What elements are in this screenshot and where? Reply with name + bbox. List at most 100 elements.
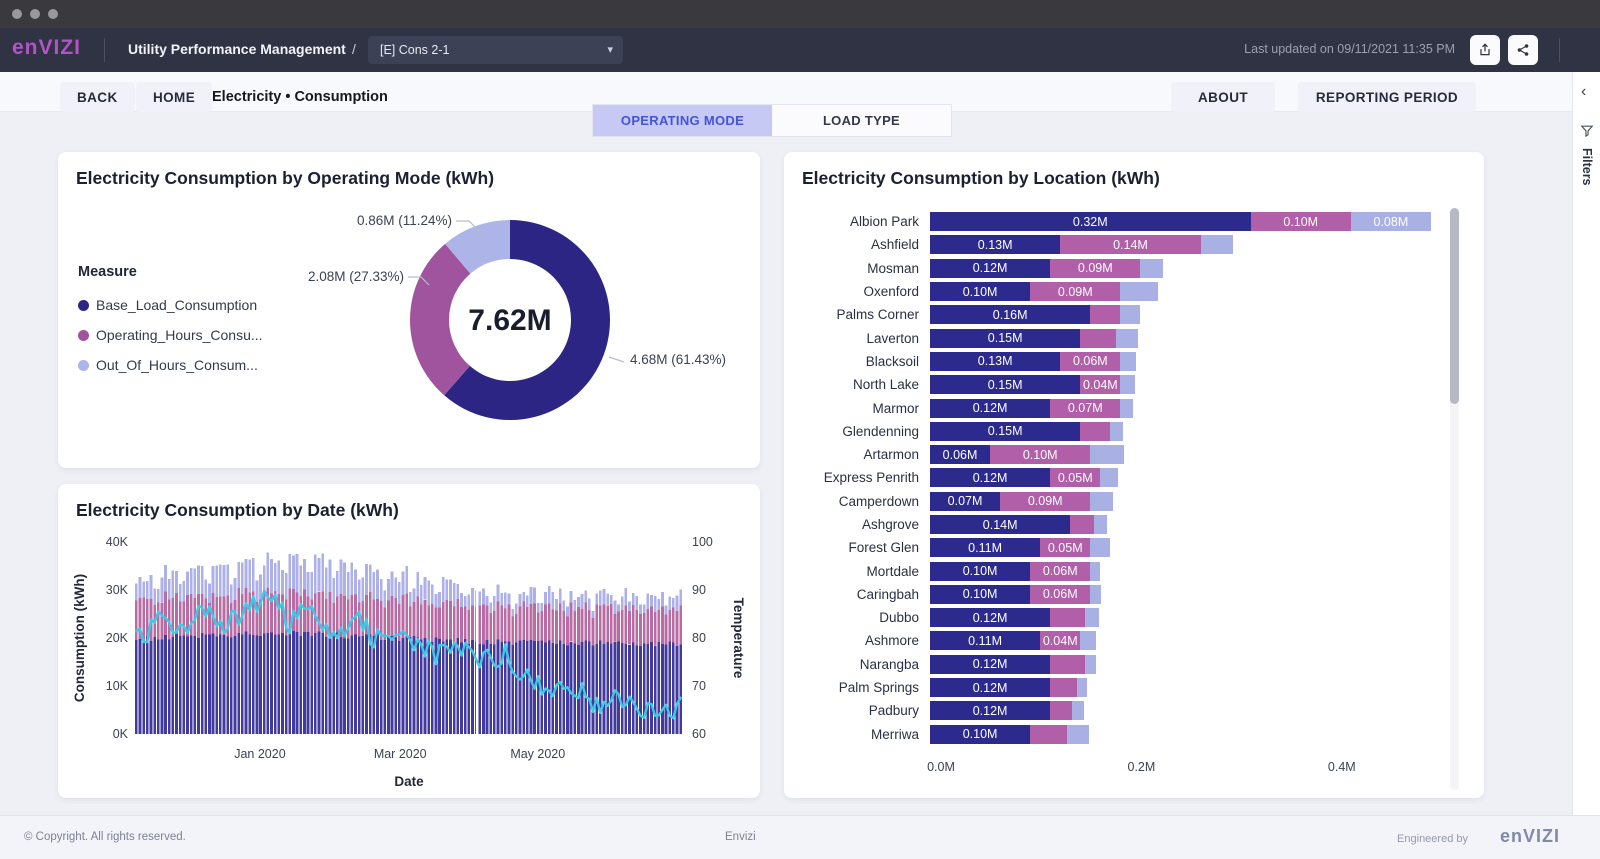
date-bar-base[interactable] bbox=[226, 636, 229, 734]
tab-operating-mode[interactable]: OPERATING MODE bbox=[593, 105, 772, 136]
date-bar-operating[interactable] bbox=[679, 605, 682, 645]
date-bar-out-of-hours[interactable] bbox=[514, 603, 518, 614]
date-bar-base[interactable] bbox=[361, 636, 365, 734]
date-bar-base[interactable] bbox=[284, 635, 288, 734]
bar-segment[interactable] bbox=[1100, 468, 1119, 488]
date-bar-operating[interactable] bbox=[558, 603, 562, 641]
date-bar-operating[interactable] bbox=[335, 596, 339, 633]
date-bar-base[interactable] bbox=[270, 632, 273, 735]
date-bar-out-of-hours[interactable] bbox=[434, 593, 438, 608]
date-bar-out-of-hours[interactable] bbox=[215, 565, 219, 597]
date-bar-out-of-hours[interactable] bbox=[588, 598, 591, 610]
date-bar-operating[interactable] bbox=[244, 588, 248, 632]
date-bar-out-of-hours[interactable] bbox=[405, 566, 408, 594]
date-bar-out-of-hours[interactable] bbox=[142, 581, 145, 598]
bar-segment[interactable]: 0.15M bbox=[930, 421, 1081, 441]
date-bar-operating[interactable] bbox=[325, 599, 328, 637]
date-bar-out-of-hours[interactable] bbox=[138, 576, 142, 598]
date-bar-out-of-hours[interactable] bbox=[445, 579, 449, 600]
date-bar-operating[interactable] bbox=[230, 602, 233, 638]
date-bar-operating[interactable] bbox=[482, 604, 485, 645]
date-bar-operating[interactable] bbox=[664, 614, 668, 645]
date-bar-base[interactable] bbox=[189, 635, 193, 734]
bar-segment[interactable] bbox=[1070, 515, 1095, 534]
date-bar-out-of-hours[interactable] bbox=[372, 572, 376, 600]
date-bar-base[interactable] bbox=[153, 636, 156, 734]
date-bar-base[interactable] bbox=[138, 639, 142, 734]
date-bar-out-of-hours[interactable] bbox=[580, 594, 584, 609]
date-bar-out-of-hours[interactable] bbox=[496, 584, 500, 602]
bar-segment[interactable]: 0.12M bbox=[930, 258, 1051, 278]
date-bar-operating[interactable] bbox=[562, 611, 566, 645]
reporting-period-button[interactable]: REPORTING PERIOD bbox=[1298, 82, 1476, 112]
date-bar-operating[interactable] bbox=[383, 607, 387, 641]
date-bar-base[interactable] bbox=[379, 640, 383, 734]
date-bar-out-of-hours[interactable] bbox=[233, 578, 237, 601]
date-bar-out-of-hours[interactable] bbox=[299, 565, 303, 596]
bar-segment[interactable]: 0.09M bbox=[1030, 282, 1121, 302]
date-bar-base[interactable] bbox=[547, 640, 551, 735]
date-bar-base[interactable] bbox=[182, 635, 186, 735]
date-bar-base[interactable] bbox=[401, 638, 405, 734]
date-bar-base[interactable] bbox=[390, 636, 394, 734]
date-bar-operating[interactable] bbox=[507, 604, 511, 642]
date-bar-base[interactable] bbox=[310, 635, 314, 734]
date-bar-operating[interactable] bbox=[460, 607, 463, 643]
bar-segment[interactable] bbox=[1094, 515, 1108, 534]
date-bar-out-of-hours[interactable] bbox=[314, 554, 317, 594]
bar-segment[interactable]: 0.07M bbox=[1050, 398, 1121, 418]
bar-segment[interactable] bbox=[1067, 724, 1090, 744]
date-bar-out-of-hours[interactable] bbox=[482, 588, 485, 605]
scrollbar-track[interactable] bbox=[1450, 208, 1459, 790]
date-bar-operating[interactable] bbox=[569, 602, 573, 642]
date-bar-base[interactable] bbox=[240, 634, 244, 734]
date-bar-base[interactable] bbox=[149, 641, 153, 734]
date-bar-base[interactable] bbox=[167, 639, 171, 734]
date-bar-out-of-hours[interactable] bbox=[361, 577, 365, 602]
date-bar-operating[interactable] bbox=[251, 591, 255, 635]
back-button[interactable]: BACK bbox=[60, 82, 135, 112]
date-bar-base[interactable] bbox=[328, 637, 332, 734]
date-bar-out-of-hours[interactable] bbox=[226, 564, 229, 596]
date-bar-operating[interactable] bbox=[317, 591, 321, 632]
date-bar-base[interactable] bbox=[343, 638, 346, 734]
date-bar-out-of-hours[interactable] bbox=[244, 559, 248, 589]
date-bar-base[interactable] bbox=[405, 636, 408, 734]
date-bar-base[interactable] bbox=[620, 643, 624, 734]
date-bar-out-of-hours[interactable] bbox=[500, 593, 503, 606]
bar-segment[interactable]: 0.04M bbox=[1080, 375, 1121, 395]
date-bar-base[interactable] bbox=[219, 634, 222, 734]
date-bar-operating[interactable] bbox=[178, 601, 182, 636]
date-bar-base[interactable] bbox=[595, 644, 598, 734]
bar-segment[interactable]: 0.14M bbox=[1060, 235, 1201, 255]
date-bar-operating[interactable] bbox=[606, 605, 609, 642]
date-bar-base[interactable] bbox=[478, 644, 482, 734]
bar-segment[interactable]: 0.12M bbox=[930, 468, 1051, 488]
bar-segment[interactable]: 0.12M bbox=[930, 678, 1051, 698]
date-bar-out-of-hours[interactable] bbox=[518, 593, 522, 607]
date-bar-base[interactable] bbox=[609, 643, 613, 734]
date-bar-out-of-hours[interactable] bbox=[511, 609, 514, 617]
date-bar-operating[interactable] bbox=[635, 609, 639, 646]
date-bar-base[interactable] bbox=[672, 642, 675, 735]
date-bar-operating[interactable] bbox=[624, 605, 628, 645]
scrollbar-thumb[interactable] bbox=[1450, 208, 1459, 404]
date-bar-out-of-hours[interactable] bbox=[409, 592, 412, 607]
date-bar-base[interactable] bbox=[204, 634, 208, 734]
date-bar-operating[interactable] bbox=[547, 603, 551, 641]
about-button[interactable]: ABOUT bbox=[1171, 82, 1275, 112]
date-bar-operating[interactable] bbox=[219, 596, 222, 635]
date-bar-out-of-hours[interactable] bbox=[642, 604, 646, 614]
date-bar-base[interactable] bbox=[156, 639, 160, 735]
date-bar-operating[interactable] bbox=[390, 596, 394, 636]
date-bar-operating[interactable] bbox=[427, 605, 430, 641]
date-bar-operating[interactable] bbox=[175, 592, 178, 635]
date-bar-operating[interactable] bbox=[504, 608, 507, 642]
window-zoom-button[interactable] bbox=[48, 9, 58, 19]
date-bar-base[interactable] bbox=[376, 634, 379, 734]
date-bar-out-of-hours[interactable] bbox=[569, 590, 573, 603]
date-bar-out-of-hours[interactable] bbox=[522, 592, 525, 602]
date-bar-base[interactable] bbox=[292, 631, 295, 734]
date-bar-out-of-hours[interactable] bbox=[452, 583, 456, 607]
date-bar-base[interactable] bbox=[211, 633, 215, 734]
